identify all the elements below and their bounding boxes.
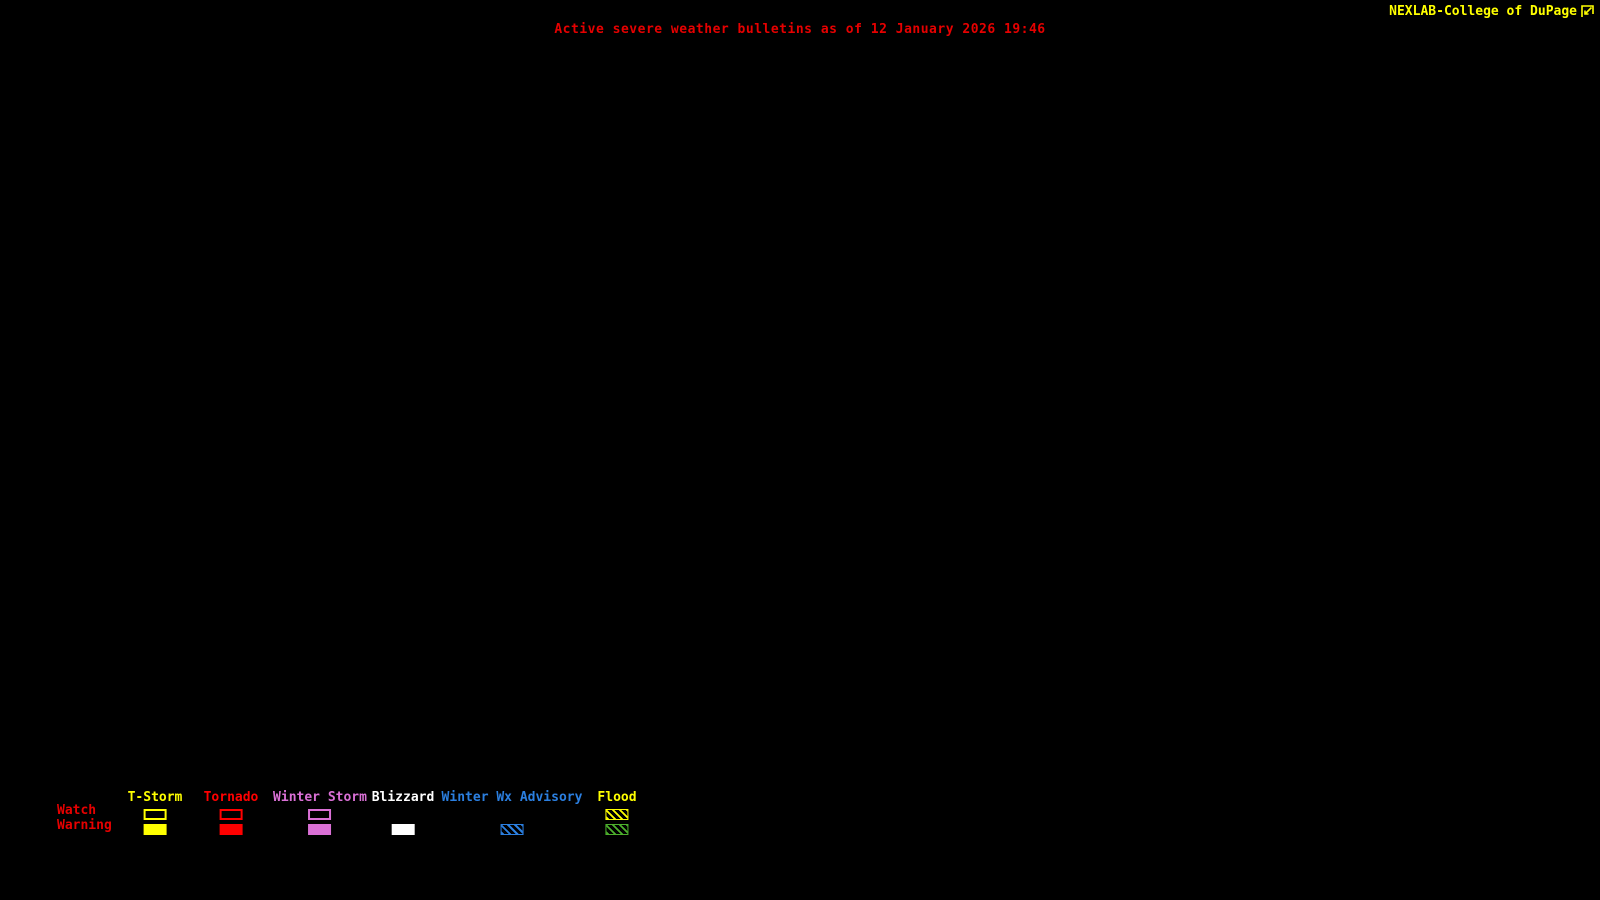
legend-warning-swatch bbox=[391, 824, 415, 835]
legend-warning-swatch bbox=[143, 824, 167, 835]
legend-column-winter-wx-advisory: Winter Wx Advisory bbox=[441, 790, 583, 835]
legend-row-label-watch: Watch bbox=[57, 803, 97, 818]
legend-warning-swatch bbox=[308, 824, 332, 835]
legend-column-label: T-Storm bbox=[127, 790, 183, 805]
page-title: Active severe weather bulletins as of 12… bbox=[554, 22, 1046, 37]
legend-warning-swatch bbox=[219, 824, 243, 835]
legend-column-tstorm: T-Storm bbox=[127, 790, 183, 835]
legend-column-label: Winter Storm bbox=[273, 790, 367, 805]
legend-warning-swatch bbox=[605, 824, 629, 835]
legend: Watch Warning T-Storm Tornado Winter Sto… bbox=[0, 791, 1600, 841]
legend-column-label: Winter Wx Advisory bbox=[441, 790, 583, 805]
legend-column-tornado: Tornado bbox=[203, 790, 259, 835]
nexlab-logo-icon bbox=[1581, 5, 1594, 18]
credit-text: NEXLAB-College of DuPage bbox=[1389, 4, 1577, 19]
credit: NEXLAB-College of DuPage bbox=[1389, 4, 1594, 19]
legend-column-flood: Flood bbox=[597, 790, 637, 835]
legend-column-label: Flood bbox=[597, 790, 637, 805]
legend-watch-swatch bbox=[219, 809, 243, 820]
legend-watch-swatch bbox=[308, 809, 332, 820]
legend-watch-swatch bbox=[605, 809, 629, 820]
legend-row-label-warning: Warning bbox=[57, 818, 112, 833]
legend-column-label: Tornado bbox=[203, 790, 259, 805]
legend-warning-swatch bbox=[500, 824, 524, 835]
legend-column-label: Blizzard bbox=[371, 790, 435, 805]
legend-column-blizzard: Blizzard bbox=[371, 790, 435, 835]
legend-column-winter-storm: Winter Storm bbox=[273, 791, 367, 835]
legend-watch-swatch bbox=[143, 809, 167, 820]
